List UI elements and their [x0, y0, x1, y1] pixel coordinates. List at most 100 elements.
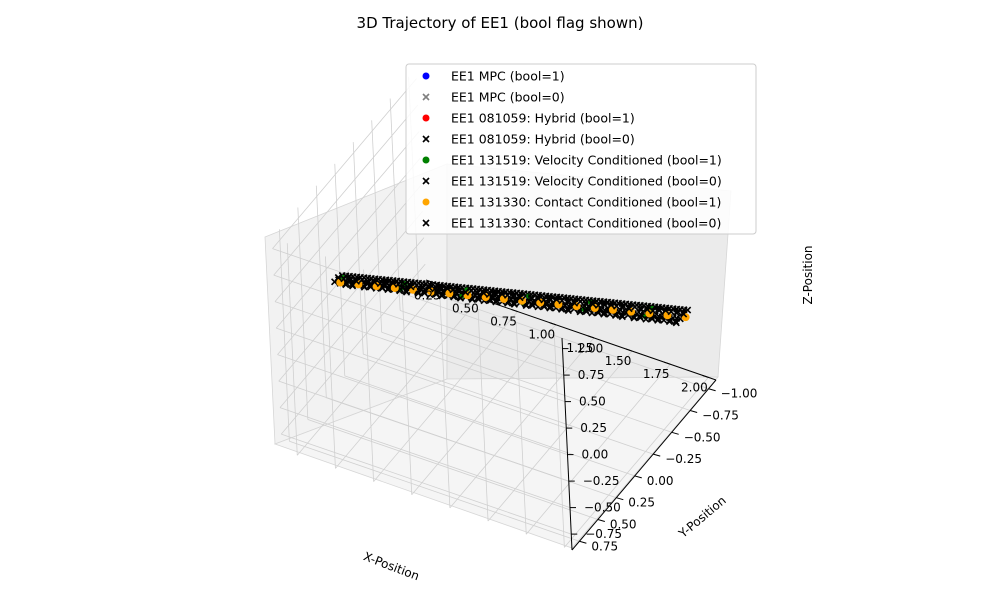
point-bool0: [389, 279, 397, 287]
marker-stroke: [422, 177, 430, 185]
legend-entry-label: EE1 131519: Velocity Conditioned (bool=1…: [451, 153, 722, 168]
grid-line-x-floor: [373, 311, 518, 482]
grid-line-y-floor: [307, 419, 598, 520]
tick-labels: 0.250.500.751.001.251.501.752.00 −1.00−0.…: [414, 288, 757, 553]
grid-line-y-wall: [278, 229, 290, 442]
marker-stroke: [540, 296, 548, 304]
grid-line-y-floor: [363, 353, 654, 455]
marker-stroke: [431, 285, 439, 293]
point-bool0: [540, 296, 548, 304]
legend: EE1 MPC (bool=1) EE1 MPC (bool=0) EE1 0810…: [405, 63, 757, 235]
y-tick-mark: [634, 475, 642, 479]
x-tick-mark: [511, 309, 518, 313]
grid-line-z-left: [278, 210, 424, 382]
legend-entry-label: EE1 131330: Contact Conditioned (bool=1): [451, 195, 721, 210]
legend-entry-label: EE1 081059: Hybrid (bool=0): [451, 132, 635, 147]
z-axis-label: Z-Position: [801, 245, 815, 304]
point-bool0: [649, 307, 657, 315]
grid-line-x-floor: [449, 337, 595, 509]
y-tick-label: 0.50: [610, 517, 637, 531]
x-tick-label: 1.75: [643, 367, 670, 381]
grid-line-y-wall: [297, 207, 309, 420]
chart-title: 3D Trajectory of EE1 (bool flag shown): [357, 14, 644, 32]
marker-stroke: [600, 309, 608, 317]
z-tick-label: 0.25: [580, 421, 607, 435]
grid-line-z-back: [273, 274, 564, 376]
legend-marker-circle: [422, 198, 430, 206]
grid-line-z-left: [272, 78, 417, 249]
y-tick-label: 0.75: [591, 539, 618, 553]
legend-entry-label: EE1 131519: Velocity Conditioned (bool=0…: [451, 174, 722, 189]
grid-line-x-floor: [335, 298, 480, 469]
y-tick-mark: [597, 519, 605, 522]
grid-line-z-back: [272, 248, 563, 349]
z-axis-line: [561, 337, 573, 551]
y-axis-label: Y-Position: [675, 493, 728, 541]
grid-line-x-wall: [286, 243, 298, 456]
marker-stroke: [649, 307, 657, 315]
grid-line-z-back: [276, 327, 567, 429]
x-tick-label: 0.75: [490, 315, 517, 329]
y-tick-label: 0.00: [647, 474, 674, 488]
marker-stroke: [654, 315, 662, 323]
grid-lines: [272, 76, 709, 548]
marker-stroke: [607, 301, 615, 309]
grid-line-x-wall: [363, 269, 374, 482]
x-tick-label: 2.00: [681, 380, 708, 394]
y-tick-label: 0.25: [628, 496, 655, 510]
y-tick-label: −1.00: [721, 387, 758, 401]
y-tick-mark: [708, 388, 716, 392]
marker-stroke: [443, 284, 451, 292]
z-tick-label: 0.50: [579, 395, 606, 409]
marker-stroke: [389, 279, 397, 287]
legend-entry-label: EE1 131330: Contact Conditioned (bool=0): [451, 216, 721, 231]
grid-line-y-floor: [381, 331, 672, 433]
point-bool0: [431, 285, 439, 293]
legend-marker-cross: [422, 135, 430, 143]
point-bool0: [443, 284, 451, 292]
point-bool0: [594, 301, 602, 309]
grid-line-x-wall: [477, 309, 489, 522]
legend-box: [405, 63, 757, 235]
data-marks: [331, 271, 692, 327]
grid-line-z-left: [273, 104, 419, 276]
grid-line-z-left: [277, 184, 422, 355]
point-bool0: [600, 309, 608, 317]
legend-marker-circle: [422, 114, 430, 122]
y-tick-label: −0.75: [702, 409, 739, 423]
x-tick-label: 0.25: [414, 288, 441, 302]
y-axis-line: [571, 379, 717, 551]
x-tick-mark: [625, 348, 633, 352]
x-tick-label: 1.50: [605, 354, 632, 368]
point-bool0: [661, 306, 670, 314]
legend-entry-label: EE1 081059: Hybrid (bool=1): [451, 111, 635, 126]
point-bool0: [552, 295, 560, 303]
marker-stroke: [422, 135, 430, 143]
legend-marker-cross: [422, 219, 430, 227]
grid-line-x-floor: [487, 350, 633, 522]
grid-line-x-wall: [553, 335, 565, 548]
y-tick-mark: [616, 497, 624, 501]
pane-floor: [273, 376, 719, 549]
grid-line-z-back: [279, 407, 571, 508]
grid-line-y-floor: [400, 310, 691, 411]
grid-line-z-back: [281, 433, 572, 535]
marker-stroke: [498, 290, 506, 298]
grid-line-y-floor: [344, 375, 635, 477]
marker-stroke: [661, 306, 670, 314]
x-tick-mark: [549, 322, 556, 326]
x-tick-mark: [664, 361, 671, 365]
x-tick-mark: [587, 335, 595, 339]
marker-stroke: [552, 295, 560, 303]
grid-line-z-left: [279, 237, 425, 408]
grid-line-y-wall: [334, 163, 346, 376]
marker-stroke: [334, 273, 342, 282]
grid-line-x-floor: [564, 377, 709, 548]
y-tick-mark: [579, 540, 587, 544]
grid-line-x-wall: [401, 282, 413, 495]
grid-line-z-left: [275, 157, 421, 329]
point-bool0: [684, 306, 692, 314]
z-tick-label: −0.25: [583, 474, 620, 488]
grid-line-x-floor: [525, 363, 671, 535]
